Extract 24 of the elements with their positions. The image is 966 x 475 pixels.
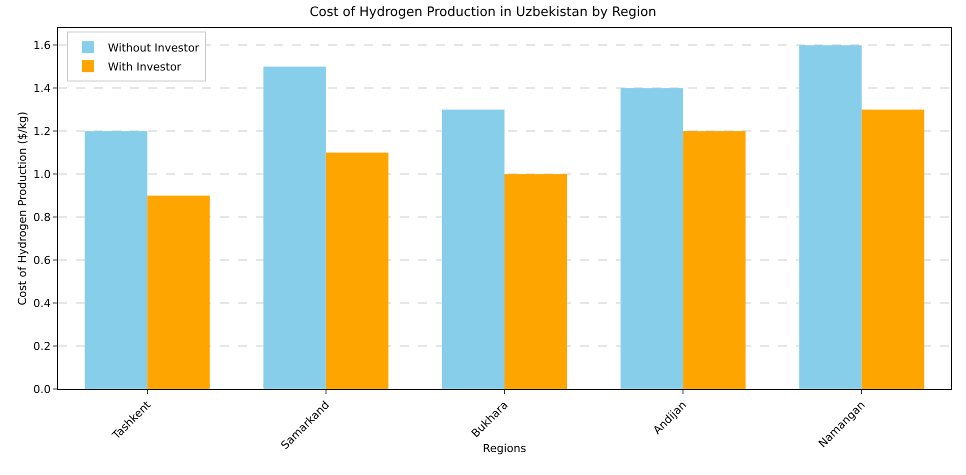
y-tick-label: 0.4 xyxy=(33,296,51,310)
bar xyxy=(442,110,504,389)
y-tick-label: 0.2 xyxy=(33,340,51,353)
bar xyxy=(862,110,924,389)
y-axis-title: Cost of Hydrogen Production ($/kg) xyxy=(16,112,29,306)
y-tick-label: 0.8 xyxy=(33,210,51,224)
bar xyxy=(263,66,326,389)
bar xyxy=(620,88,684,389)
legend-label: Without Investor xyxy=(108,41,200,54)
bar xyxy=(147,196,210,389)
y-tick-label: 1.2 xyxy=(33,124,51,138)
y-tick-label: 1.4 xyxy=(33,82,51,96)
bar xyxy=(683,131,746,389)
y-tick-label: 0.0 xyxy=(33,382,51,396)
x-axis-title: Regions xyxy=(482,442,526,456)
bar xyxy=(799,45,862,389)
chart-title: Cost of Hydrogen Production in Uzbekistan by Region xyxy=(310,5,656,20)
bar xyxy=(504,174,568,389)
legend-label: With Investor xyxy=(108,60,182,74)
y-tick-label: 1.6 xyxy=(33,39,51,52)
y-tick-label: 1.0 xyxy=(33,168,51,181)
bar xyxy=(326,152,388,389)
y-tick-label: 0.6 xyxy=(33,254,51,267)
bar xyxy=(84,131,148,389)
